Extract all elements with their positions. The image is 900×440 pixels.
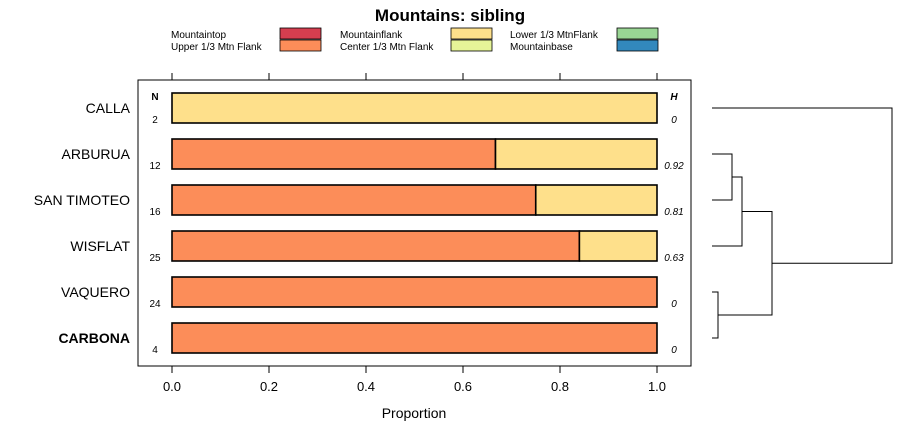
n-value-wisflat: 25 (149, 253, 161, 264)
x-tick-label-0-6: 0.6 (454, 379, 472, 394)
h-column-header: H (670, 92, 678, 103)
row-label-calla: CALLA (86, 100, 131, 116)
dendrogram-branch-3 (718, 211, 773, 316)
bar-rows: CALLA 2 0 ARBURUA 12 0.92 SAN TIMOTEO 16 0.81 WIS… (34, 92, 684, 356)
n-value-carbona: 4 (152, 345, 158, 356)
legend-label-center-1-3-mtn-flank: Center 1/3 Mtn Flank (340, 42, 434, 53)
n-value-calla: 2 (152, 115, 158, 126)
x-axis-title: Proportion (382, 405, 447, 421)
x-tick-label-0-2: 0.2 (260, 379, 278, 394)
n-column-header: N (151, 92, 158, 103)
plot-frame (137, 79, 692, 367)
bar-segment-carbona-upper-1-3-mtn-flank (171, 322, 658, 354)
bar-segment-arburua-upper-1-3-mtn-flank (171, 138, 497, 170)
n-value-arburua: 12 (149, 161, 161, 172)
legend-label-upper-1-3-mtn-flank: Upper 1/3 Mtn Flank (171, 42, 263, 53)
dendrogram-branch-1 (712, 176, 743, 247)
bar-segment-wisflat-upper-1-3-mtn-flank (171, 230, 581, 262)
legend-swatch-mountainbase (616, 39, 659, 52)
row-label-wisflat: WISFLAT (70, 238, 130, 254)
bar-segment-calla-mountainflank (171, 92, 658, 124)
dendrogram-branch-0 (712, 153, 733, 201)
dendrogram (712, 107, 893, 339)
legend-label-mountainflank: Mountainflank (340, 30, 403, 41)
legend-swatch-center-1-3-mtn-flank (450, 39, 493, 52)
x-tick-label-0-0: 0.0 (163, 379, 181, 394)
x-tick-label-1-0: 1.0 (648, 379, 666, 394)
row-label-san-timoteo: SAN TIMOTEO (34, 192, 130, 208)
bar-segment-vaquero-upper-1-3-mtn-flank (171, 276, 658, 308)
h-value-vaquero: 0 (671, 299, 677, 310)
x-tick-label-0-8: 0.8 (551, 379, 569, 394)
n-value-vaquero: 24 (149, 299, 161, 310)
x-axis: 0.0 0.2 0.4 0.6 0.8 1.0 (163, 73, 666, 394)
bar-segment-san-timoteo-upper-1-3-mtn-flank (171, 184, 537, 216)
h-value-wisflat: 0.63 (664, 253, 684, 264)
legend-swatch-upper-1-3-mtn-flank (279, 39, 322, 52)
legend-label-mountaintop: Mountaintop (171, 30, 226, 41)
legend-label-mountainbase: Mountainbase (510, 42, 573, 53)
dendrogram-branch-4 (712, 107, 893, 264)
legend-label-lower-1-3-mtnflank: Lower 1/3 MtnFlank (510, 30, 599, 41)
row-label-vaquero: VAQUERO (61, 284, 130, 300)
legend-swatch-mountaintop (279, 27, 322, 40)
bar-segment-arburua-mountainflank (494, 138, 658, 170)
dendrogram-branch-2 (712, 291, 719, 339)
bar-segment-san-timoteo-mountainflank (534, 184, 658, 216)
bar-segment-wisflat-mountainflank (578, 230, 658, 262)
row-label-carbona: CARBONA (58, 330, 130, 346)
n-value-san-timoteo: 16 (149, 207, 161, 218)
row-label-arburua: ARBURUA (62, 146, 131, 162)
h-value-carbona: 0 (671, 345, 677, 356)
h-value-san-timoteo: 0.81 (664, 207, 683, 218)
legend-swatch-mountainflank (450, 27, 493, 40)
x-tick-label-0-4: 0.4 (357, 379, 375, 394)
chart-title: Mountains: sibling (375, 6, 525, 25)
h-value-arburua: 0.92 (664, 161, 684, 172)
legend-swatch-lower-1-3-mtnflank (616, 27, 659, 40)
h-value-calla: 0 (671, 115, 677, 126)
